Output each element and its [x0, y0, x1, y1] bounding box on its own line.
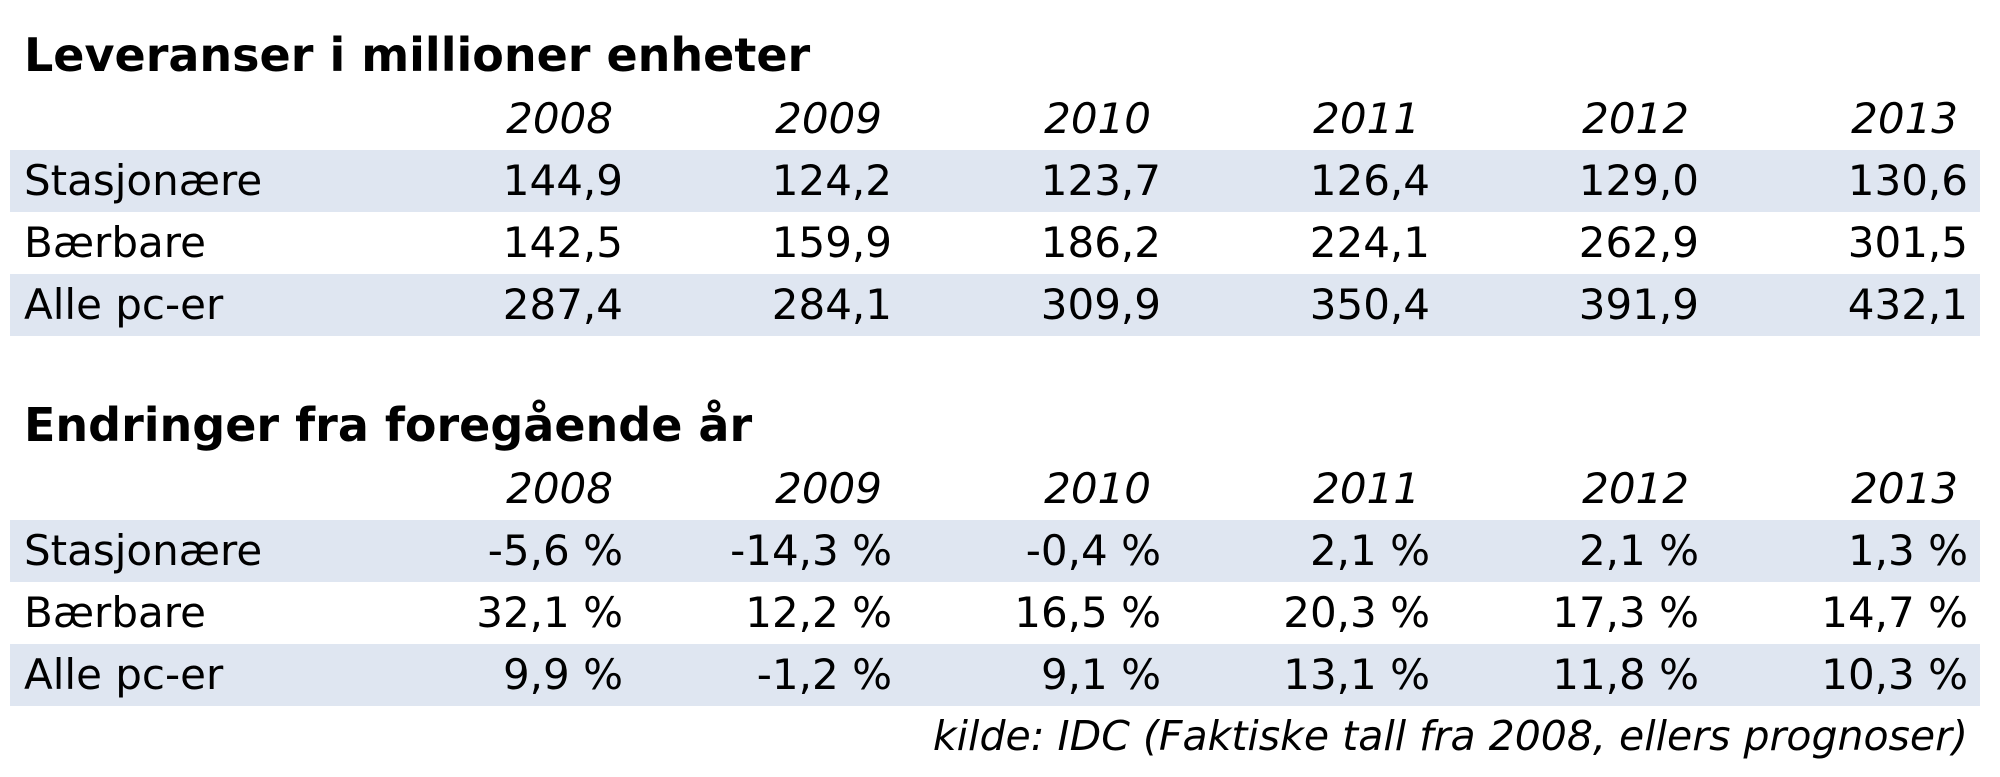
table-cell: 284,1: [771, 280, 892, 329]
row-label: Alle pc-er: [24, 650, 224, 699]
row-label: Stasjonære: [24, 156, 263, 205]
table-row: Bærbare 142,5 159,9 186,2 224,1 262,9 30…: [10, 212, 1980, 274]
table-cell: -0,4 %: [1025, 526, 1161, 575]
table-cell: 2,1 %: [1578, 526, 1699, 575]
year-header: 2009: [775, 94, 882, 143]
table-cell: 14,7 %: [1821, 588, 1968, 637]
changes-table: Endringer fra foregående år 2008 2009 20…: [10, 392, 1980, 706]
table-cell: 159,9: [771, 218, 892, 267]
row-label: Bærbare: [24, 588, 206, 637]
year-header: 2013: [1851, 464, 1958, 513]
table-row: Stasjonære -5,6 % -14,3 % -0,4 % 2,1 % 2…: [10, 520, 1980, 582]
header-corner: [10, 88, 366, 150]
table-cell: 13,1 %: [1283, 650, 1430, 699]
table-row: Bærbare 32,1 % 12,2 % 16,5 % 20,3 % 17,3…: [10, 582, 1980, 644]
table-cell: 186,2: [1040, 218, 1161, 267]
table-cell: -14,3 %: [730, 526, 892, 575]
year-header: 2011: [1313, 464, 1420, 513]
shipments-table-title: Leveranser i millioner enheter: [24, 28, 811, 82]
year-header: 2012: [1582, 464, 1689, 513]
table-cell: 391,9: [1578, 280, 1699, 329]
row-label: Alle pc-er: [24, 280, 224, 329]
table-row: Alle pc-er 9,9 % -1,2 % 9,1 % 13,1 % 11,…: [10, 644, 1980, 706]
table-cell: 126,4: [1309, 156, 1430, 205]
table-cell: 11,8 %: [1552, 650, 1699, 699]
shipments-table: Leveranser i millioner enheter 2008 2009…: [10, 22, 1980, 336]
table-cell: 350,4: [1309, 280, 1430, 329]
table-cell: 224,1: [1309, 218, 1430, 267]
table-cell: 9,1 %: [1040, 650, 1161, 699]
year-header: 2009: [775, 464, 882, 513]
table-cell: 301,5: [1847, 218, 1968, 267]
year-header: 2012: [1582, 94, 1689, 143]
table-cell: -1,2 %: [756, 650, 892, 699]
table-cell: 129,0: [1578, 156, 1699, 205]
table-cell: 16,5 %: [1014, 588, 1161, 637]
year-header: 2008: [506, 94, 613, 143]
table-cell: 1,3 %: [1847, 526, 1968, 575]
table-cell: -5,6 %: [487, 526, 623, 575]
table-cell: 144,9: [502, 156, 623, 205]
table-row: Stasjonære 144,9 124,2 123,7 126,4 129,0…: [10, 150, 1980, 212]
table-cell: 130,6: [1847, 156, 1968, 205]
table-cell: 10,3 %: [1821, 650, 1968, 699]
year-header: 2013: [1851, 94, 1958, 143]
table-cell: 17,3 %: [1552, 588, 1699, 637]
table-cell: 123,7: [1040, 156, 1161, 205]
table-cell: 32,1 %: [476, 588, 623, 637]
year-header: 2010: [1044, 464, 1151, 513]
table-cell: 2,1 %: [1309, 526, 1430, 575]
year-header: 2008: [506, 464, 613, 513]
table-cell: 142,5: [502, 218, 623, 267]
changes-header-row: 2008 2009 2010 2011 2012 2013: [10, 458, 1980, 520]
table-cell: 20,3 %: [1283, 588, 1430, 637]
header-corner: [10, 458, 366, 520]
year-header: 2011: [1313, 94, 1420, 143]
row-label: Stasjonære: [24, 526, 263, 575]
table-cell: 12,2 %: [745, 588, 892, 637]
table-cell: 262,9: [1578, 218, 1699, 267]
table-cell: 124,2: [771, 156, 892, 205]
table-cell: 309,9: [1040, 280, 1161, 329]
table-cell: 432,1: [1847, 280, 1968, 329]
year-header: 2010: [1044, 94, 1151, 143]
source-note: kilde: IDC (Faktiske tall fra 2008, elle…: [932, 712, 1968, 760]
table-row: Alle pc-er 287,4 284,1 309,9 350,4 391,9…: [10, 274, 1980, 336]
row-label: Bærbare: [24, 218, 206, 267]
changes-table-title: Endringer fra foregående år: [24, 398, 753, 452]
shipments-header-row: 2008 2009 2010 2011 2012 2013: [10, 88, 1980, 150]
table-cell: 9,9 %: [502, 650, 623, 699]
table-cell: 287,4: [502, 280, 623, 329]
